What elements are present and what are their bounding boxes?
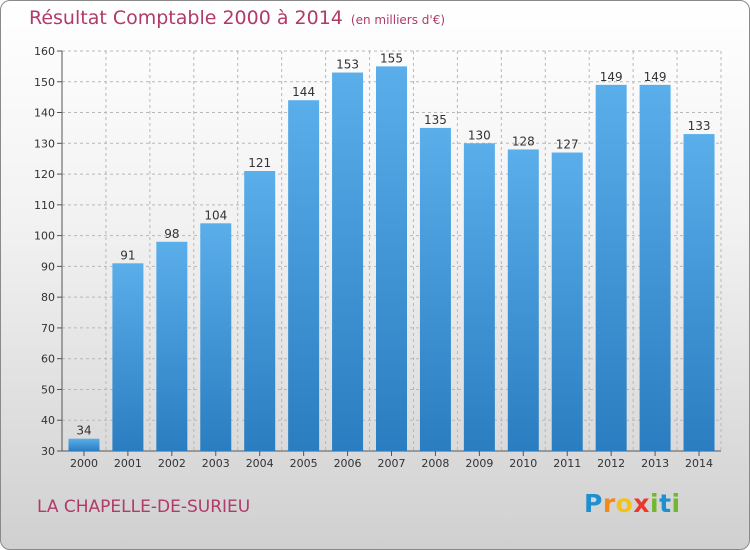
chart-title: Résultat Comptable 2000 à 2014 (en millie… <box>29 7 445 29</box>
bar-2008 <box>419 127 451 451</box>
y-tick-label: 150 <box>34 76 55 89</box>
y-tick-label: 130 <box>34 137 55 150</box>
x-tick-label-2008: 2008 <box>421 457 449 470</box>
x-tick-label-2011: 2011 <box>553 457 581 470</box>
bar-2014 <box>683 134 715 452</box>
bar-2013 <box>639 84 671 451</box>
value-label-2013: 149 <box>644 70 667 84</box>
bar-2004 <box>244 171 276 451</box>
value-label-2006: 153 <box>336 58 359 72</box>
value-label-2007: 155 <box>380 51 403 65</box>
x-tick-label-2002: 2002 <box>158 457 186 470</box>
value-label-2009: 130 <box>468 128 491 142</box>
x-tick-label-2004: 2004 <box>246 457 274 470</box>
bar-2003 <box>200 223 232 451</box>
bar-2012 <box>595 84 627 451</box>
value-label-2005: 144 <box>292 85 315 99</box>
bar-2000 <box>68 438 100 451</box>
x-tick-label-2005: 2005 <box>290 457 318 470</box>
proxiti-logo[interactable]: Proxiti <box>584 489 681 518</box>
x-tick-label-2014: 2014 <box>685 457 713 470</box>
x-tick-label-2001: 2001 <box>114 457 142 470</box>
x-tick-label-2003: 2003 <box>202 457 230 470</box>
x-tick-label-2013: 2013 <box>641 457 669 470</box>
value-label-2001: 91 <box>120 248 135 262</box>
bar-2006 <box>332 72 364 452</box>
value-label-2010: 128 <box>512 134 535 148</box>
y-tick-label: 80 <box>41 291 55 304</box>
value-label-2003: 104 <box>204 208 227 222</box>
value-label-2004: 121 <box>248 156 271 170</box>
value-label-2014: 133 <box>688 119 711 133</box>
y-tick-label: 160 <box>34 45 55 58</box>
y-tick-label: 90 <box>41 260 55 273</box>
bar-2002 <box>156 241 188 451</box>
bar-2005 <box>288 100 320 451</box>
chart-subtitle: (en milliers d'€) <box>350 13 446 27</box>
value-label-2012: 149 <box>600 70 623 84</box>
x-tick-label-2010: 2010 <box>509 457 537 470</box>
value-label-2011: 127 <box>556 138 579 152</box>
x-tick-label-2006: 2006 <box>334 457 362 470</box>
y-tick-label: 30 <box>41 445 55 458</box>
y-tick-label: 140 <box>34 107 55 120</box>
chart-title-text: Résultat Comptable 2000 à 2014 <box>29 7 343 29</box>
value-label-2002: 98 <box>164 227 179 241</box>
bar-2010 <box>507 149 539 451</box>
x-tick-label-2009: 2009 <box>465 457 493 470</box>
commune-name: LA CHAPELLE-DE-SURIEU <box>37 497 251 517</box>
y-tick-label: 40 <box>41 414 55 427</box>
bar-2011 <box>551 152 583 452</box>
bar-2007 <box>376 66 407 451</box>
bar-2001 <box>112 263 144 451</box>
x-tick-label-2000: 2000 <box>70 457 98 470</box>
bar-2009 <box>463 143 495 452</box>
y-tick-label: 70 <box>41 322 55 335</box>
y-tick-label: 120 <box>34 168 55 181</box>
y-tick-label: 100 <box>34 230 55 243</box>
y-tick-label: 50 <box>41 383 55 396</box>
value-label-2000: 34 <box>76 424 91 438</box>
y-tick-label: 60 <box>41 353 55 366</box>
value-label-2008: 135 <box>424 113 447 127</box>
y-tick-label: 110 <box>34 199 55 212</box>
x-tick-label-2012: 2012 <box>597 457 625 470</box>
x-tick-label-2007: 2007 <box>378 457 406 470</box>
